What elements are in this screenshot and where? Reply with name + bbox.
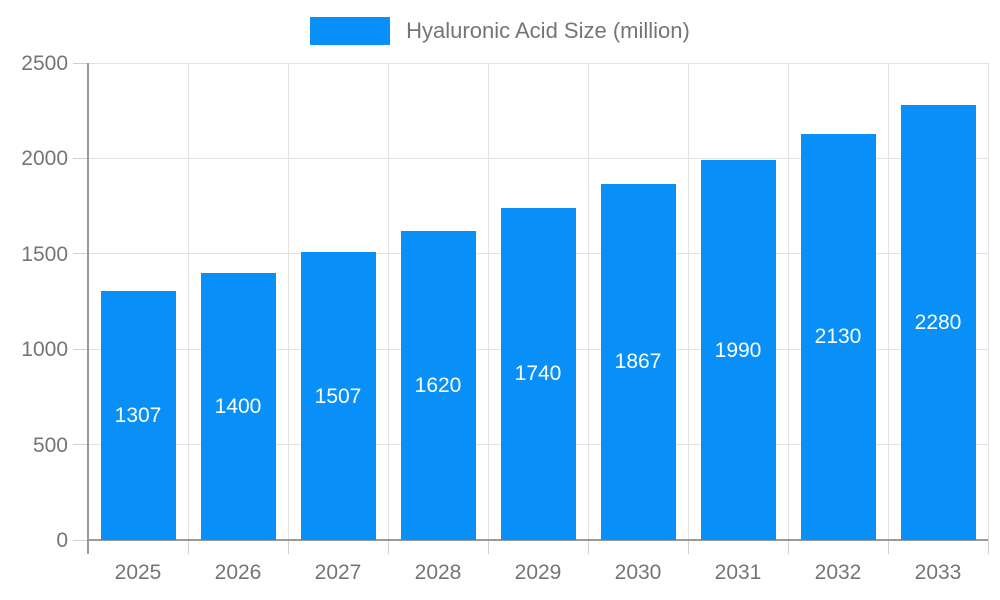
- bar-value-label: 2280: [914, 310, 962, 334]
- grid-line-horizontal: [88, 62, 988, 64]
- bar[interactable]: 1400: [200, 272, 276, 540]
- y-axis-tick: [73, 539, 88, 541]
- y-axis-tick: [73, 157, 88, 159]
- bar-value-label: 1400: [214, 394, 262, 418]
- bar[interactable]: 2130: [800, 133, 876, 540]
- legend[interactable]: Hyaluronic Acid Size (million): [0, 14, 1000, 48]
- bar-value-label: 1867: [614, 350, 662, 374]
- x-axis-line: [88, 539, 988, 541]
- x-axis-tick-label: 2032: [814, 561, 862, 584]
- y-axis-tick-label: 1000: [21, 338, 68, 362]
- y-axis-tick: [73, 253, 88, 255]
- x-axis-tick-label: 2033: [914, 561, 962, 584]
- x-axis-tick: [987, 540, 989, 554]
- y-axis-tick: [73, 444, 88, 446]
- grid-line-vertical: [987, 63, 989, 540]
- x-axis-tick: [287, 540, 289, 554]
- bar-value-label: 2130: [814, 325, 862, 349]
- x-axis-tick: [187, 540, 189, 554]
- x-axis-tick: [587, 540, 589, 554]
- y-axis-tick: [73, 348, 88, 350]
- bar[interactable]: 1740: [500, 208, 576, 540]
- bar-value-label: 1990: [714, 338, 762, 362]
- bar-value-label: 1307: [114, 403, 162, 427]
- x-axis-tick: [787, 540, 789, 554]
- x-axis-tick-label: 2027: [314, 561, 362, 584]
- bar[interactable]: 1620: [400, 230, 476, 540]
- x-axis-tick: [387, 540, 389, 554]
- y-axis-tick-label: 2000: [21, 147, 68, 171]
- grid-line-vertical: [587, 63, 589, 540]
- y-axis-tick-label: 500: [32, 433, 68, 457]
- grid-line-horizontal: [88, 157, 988, 159]
- legend-label: Hyaluronic Acid Size (million): [406, 18, 690, 43]
- grid-line-vertical: [687, 63, 689, 540]
- bar-value-label: 1507: [314, 384, 362, 408]
- grid-line-vertical: [887, 63, 889, 540]
- grid-line-vertical: [487, 63, 489, 540]
- grid-line-vertical: [287, 63, 289, 540]
- grid-line-vertical: [187, 63, 189, 540]
- bar-value-label: 1740: [514, 362, 562, 386]
- bar-value-label: 1620: [414, 373, 462, 397]
- grid-line-vertical: [387, 63, 389, 540]
- bar[interactable]: 1507: [300, 252, 376, 540]
- grid-line-vertical: [787, 63, 789, 540]
- x-axis-tick-label: 2030: [614, 561, 662, 584]
- x-axis-tick: [487, 540, 489, 554]
- bar[interactable]: 2280: [900, 104, 976, 540]
- legend-swatch: [310, 17, 391, 45]
- bar[interactable]: 1867: [600, 183, 676, 540]
- y-axis-tick-label: 1500: [21, 242, 68, 266]
- y-axis-line: [87, 63, 89, 554]
- x-axis-tick: [887, 540, 889, 554]
- x-axis-tick: [687, 540, 689, 554]
- x-axis-tick-label: 2026: [214, 561, 262, 584]
- y-axis-tick: [73, 62, 88, 64]
- x-axis-tick-label: 2028: [414, 561, 462, 584]
- x-axis-tick-label: 2029: [514, 561, 562, 584]
- y-axis-tick-label: 2500: [21, 52, 68, 75]
- y-axis-tick-label: 0: [56, 529, 68, 552]
- x-axis-tick-label: 2025: [114, 561, 162, 584]
- x-axis-tick-label: 2031: [714, 561, 762, 584]
- bar[interactable]: 1307: [100, 290, 176, 540]
- bar[interactable]: 1990: [700, 160, 776, 540]
